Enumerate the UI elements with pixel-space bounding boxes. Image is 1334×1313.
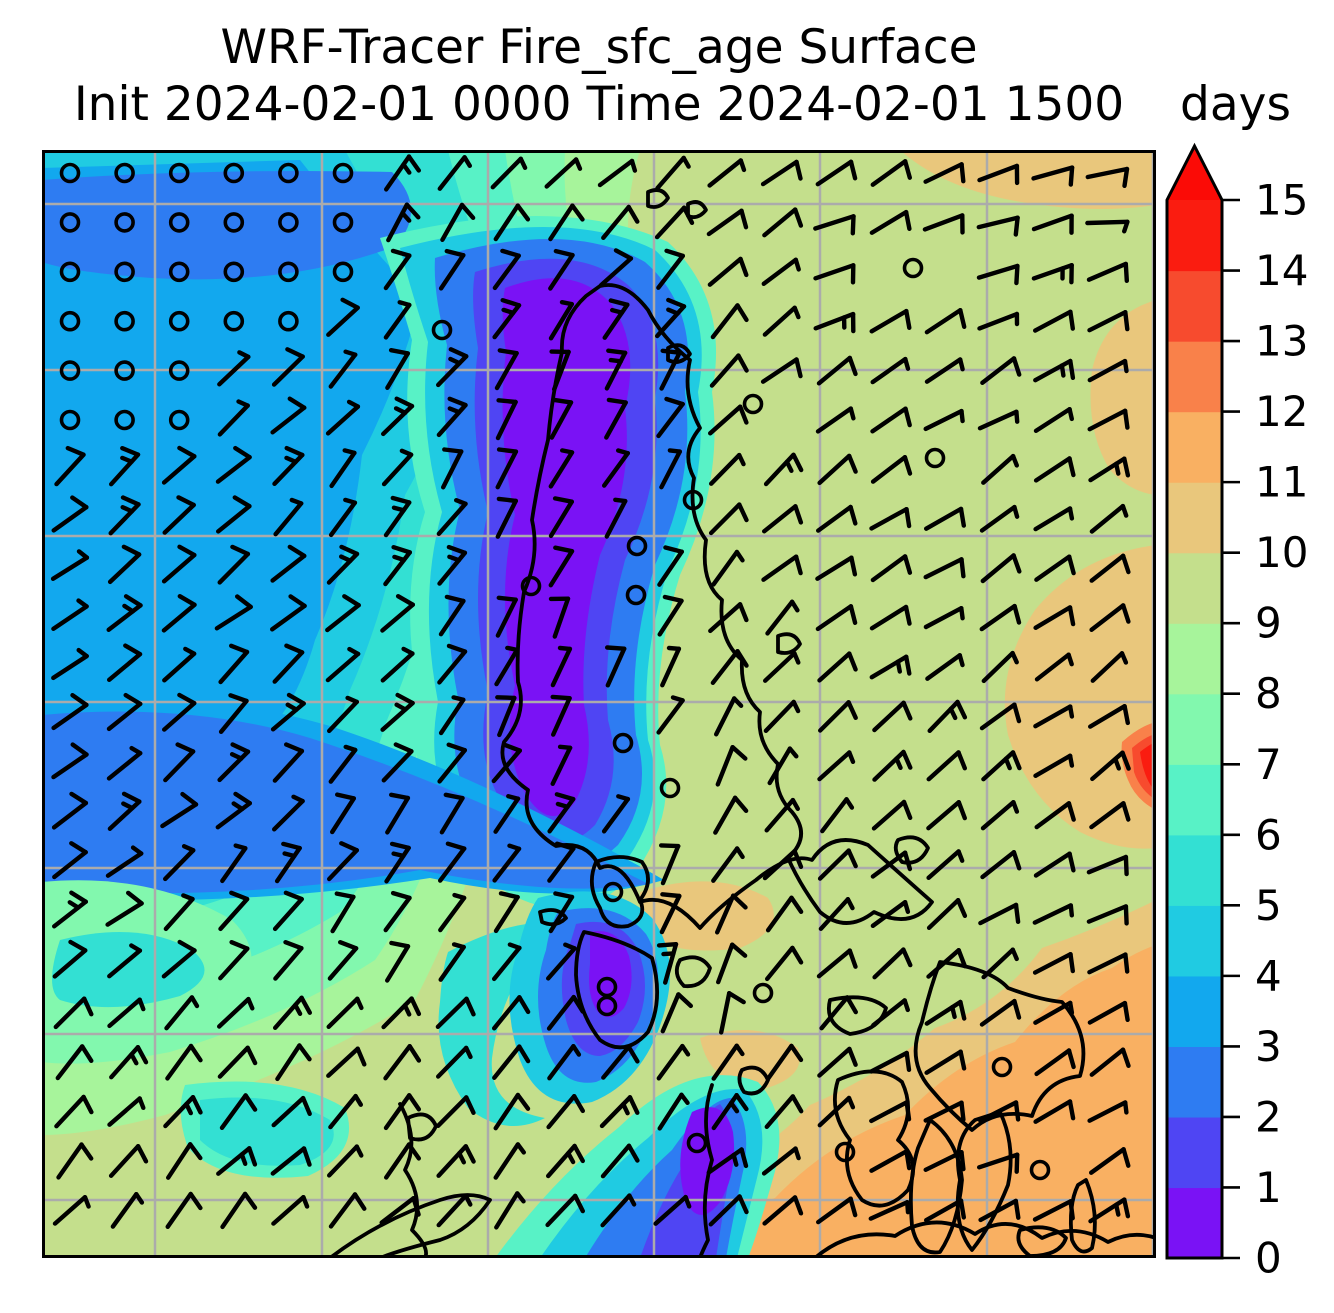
contour-region-0-1 (502, 278, 631, 817)
contour-region-10-11 (900, 150, 1156, 209)
contour-region-2-3 (42, 711, 648, 894)
wind-barbs-layer (50, 154, 1131, 1230)
contour-region-5-6 (438, 922, 560, 1126)
colorbar-tick-label: 4 (1255, 951, 1282, 1000)
colorbar-tick-label: 15 (1255, 176, 1308, 225)
chart-title-line2: Init 2024-02-01 0000 Time 2024-02-01 150… (73, 77, 1125, 132)
map-border (42, 150, 1156, 1258)
colorbar-outline (1165, 142, 1224, 1260)
colorbar-tick-label: 11 (1255, 458, 1308, 507)
colorbar-tick-label: 0 (1255, 1234, 1282, 1283)
contour-region-10-11 (1090, 300, 1156, 495)
colorbar-segments (1167, 200, 1222, 1259)
colorbar-tick-label: 7 (1255, 740, 1282, 789)
colorbar-tick-label: 1 (1255, 1163, 1282, 1212)
chart-title-line1: WRF-Tracer Fire_sfc_age Surface (220, 20, 978, 75)
colorbar-tick-label: 9 (1255, 599, 1282, 648)
contour-field-layer (42, 150, 1156, 1258)
colorbar-tick-label: 6 (1255, 810, 1282, 859)
map-canvas (42, 150, 1156, 1258)
colorbar-over-arrow (1167, 146, 1222, 200)
colorbar-tick-label: 12 (1255, 387, 1308, 436)
contour-region-11-12 (635, 945, 1156, 1258)
colorbar-tick-label: 5 (1255, 881, 1282, 930)
colorbar-tick-label: 10 (1255, 528, 1308, 577)
colorbar-tick-label: 13 (1255, 317, 1308, 366)
contour-region-10-11 (640, 881, 774, 951)
colorbar-tick-label: 3 (1255, 1022, 1282, 1071)
contour-region-0-1 (589, 931, 632, 1018)
colorbar-tick-label: 2 (1255, 1092, 1282, 1141)
contour-region-10-11 (700, 1030, 800, 1090)
coastline-layer (328, 188, 1156, 1258)
colorbar-tick-label: 14 (1255, 246, 1308, 295)
colorbar-units-label: days (1180, 77, 1291, 132)
colorbar-tick-label: 8 (1255, 669, 1282, 718)
contour-region-5-6 (52, 932, 205, 1008)
